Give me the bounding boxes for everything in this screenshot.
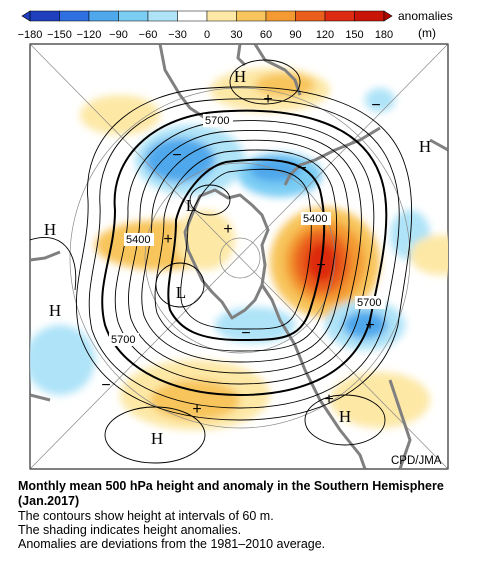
land-outlines: [30, 44, 448, 469]
minus-marker: −: [297, 160, 306, 177]
colorbar-tick-label: 180: [375, 29, 393, 41]
lat-lon-grid: [30, 44, 448, 469]
colorbar-unit: (m): [418, 26, 436, 40]
colorbar-tick-label: 0: [204, 29, 210, 41]
colorbar-tick-labels: −180 −150 −120 −90 −60 −30 0 30 60 90 120 150 180: [18, 29, 394, 41]
contour-5700-outer: [101, 109, 388, 397]
pressure-centers: H H H H H H L L: [44, 67, 431, 448]
low-label: L: [186, 196, 196, 215]
contour-label: 5700: [111, 334, 135, 346]
credit-label: CPD/JMA: [391, 455, 442, 467]
caption-title: Monthly mean 500 hPa height and anomaly …: [18, 479, 444, 508]
plus-marker: +: [223, 221, 232, 238]
colorbar-tick-label: 30: [230, 29, 242, 41]
colorbar-tick-label: 90: [289, 29, 301, 41]
colorbar-right-arrow: [383, 10, 393, 22]
plus-marker: +: [365, 317, 374, 334]
high-label: H: [44, 220, 56, 239]
australia: [283, 126, 381, 186]
africa-east: [253, 44, 302, 96]
high-label: H: [151, 429, 163, 448]
colorbar-tick-label: 150: [345, 29, 363, 41]
high-label: H: [339, 407, 351, 426]
plus-marker: +: [192, 401, 201, 418]
contour-labels: 5700 5400 5400 5700 5700: [109, 114, 385, 346]
contour-5400: [167, 158, 326, 342]
antarctic-peninsula: [260, 284, 297, 346]
colorbar-tick-label: −90: [109, 29, 128, 41]
high-label: H: [49, 301, 61, 320]
south-america-east: [388, 379, 412, 469]
new-zealand: [30, 250, 61, 262]
colorbar-tick-label: −120: [77, 29, 102, 41]
anomaly-center-markers: + + + + + + + − − − − −: [101, 91, 380, 418]
antarctica-outline: [183, 188, 270, 320]
anomaly-colorbar: −180 −150 −120 −90 −60 −30 0 30 60 90 120 150 180 an…: [18, 9, 453, 41]
caption-line: The shading indicates height anomalies.: [18, 523, 242, 537]
high-label: H: [419, 137, 431, 156]
colorbar-left-arrow: [21, 10, 31, 22]
contour-label: 5400: [126, 234, 150, 246]
indian-islands: [236, 44, 247, 67]
caption-line: The contours show height at intervals of…: [18, 509, 274, 523]
plus-marker: +: [324, 391, 333, 408]
contour-label: 5700: [357, 297, 381, 309]
colorbar-tick-label: 120: [316, 29, 334, 41]
south-america: [293, 344, 367, 469]
plus-marker: +: [316, 257, 325, 274]
caption-line: Anomalies are deviations from the 1981–2…: [18, 537, 326, 551]
minus-marker: −: [371, 97, 380, 114]
minus-marker: −: [101, 377, 110, 394]
plus-marker: +: [163, 231, 172, 248]
colorbar-unit-title: anomalies: [398, 9, 453, 23]
plus-marker: +: [263, 91, 272, 108]
colorbar-tick-label: −150: [47, 29, 72, 41]
colorbar-tick-label: −60: [139, 29, 158, 41]
africa: [158, 44, 206, 120]
minus-marker: −: [241, 325, 250, 342]
colorbar-tick-label: 60: [260, 29, 272, 41]
colorbar-cells: [29, 10, 385, 22]
low-label: L: [176, 283, 186, 302]
colorbar-tick-label: −180: [18, 29, 43, 41]
hemisphere-map: 5700 5400 5400 5700 5700 + + + + + + + −…: [29, 43, 449, 470]
contour-label: 5700: [205, 115, 229, 127]
colorbar-tick-label: −30: [168, 29, 187, 41]
high-label: H: [234, 67, 246, 86]
minus-marker: −: [172, 147, 181, 164]
contour-label: 5400: [303, 213, 327, 225]
